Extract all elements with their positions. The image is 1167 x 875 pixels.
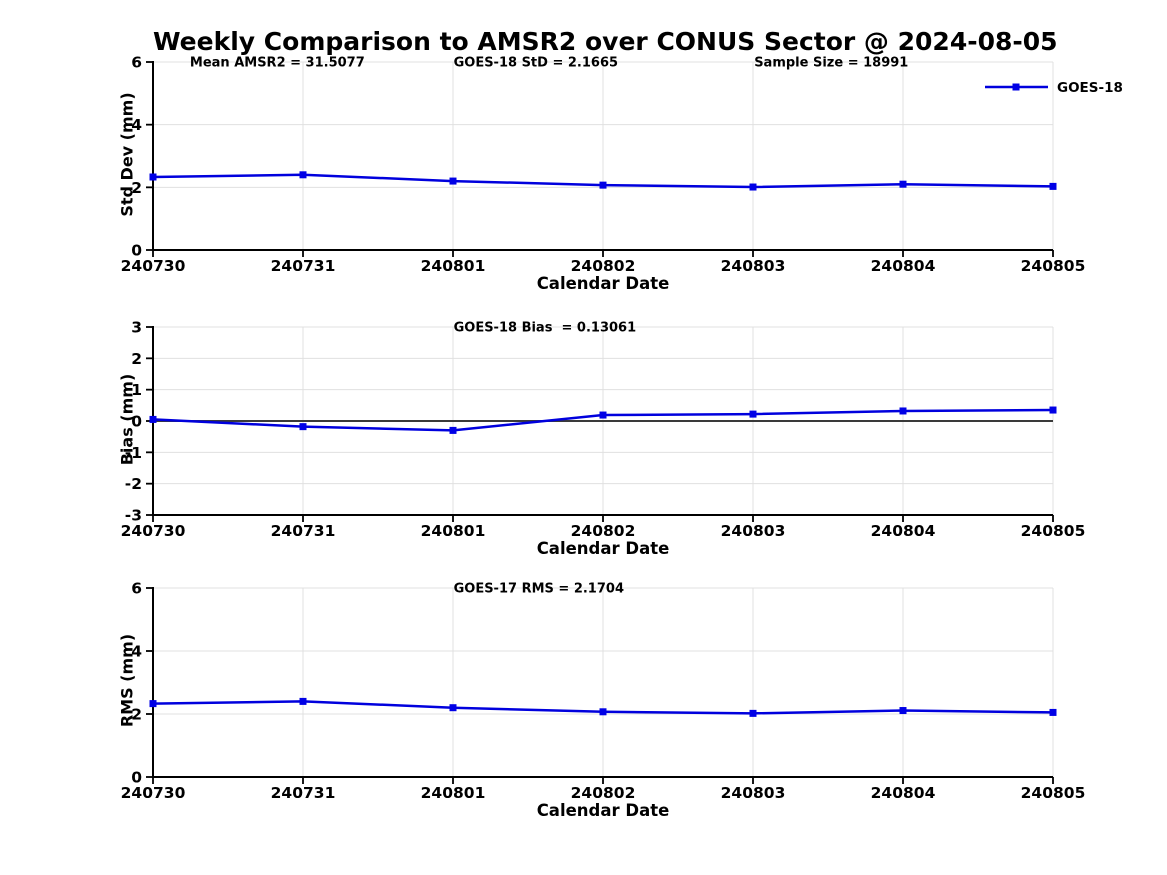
- x-tick-label: 240731: [271, 257, 336, 275]
- y-tick-label: 0: [131, 769, 142, 787]
- x-tick-label: 240804: [871, 784, 936, 802]
- ylabel-stddev: Std Dev (mm): [117, 92, 137, 217]
- y-tick-label: 0: [131, 242, 142, 260]
- y-tick-label: 2: [131, 350, 142, 368]
- y-tick-label: 2: [131, 706, 142, 724]
- data-marker: [449, 426, 457, 434]
- x-tick-label: 240801: [421, 784, 486, 802]
- y-tick-label: 4: [131, 116, 142, 134]
- x-tick-label: 240730: [121, 784, 186, 802]
- x-tick-label: 240802: [571, 257, 636, 275]
- data-marker: [299, 423, 307, 431]
- x-tick-label: 240805: [1021, 784, 1086, 802]
- data-marker: [749, 410, 757, 418]
- annotation: Sample Size = 18991: [754, 56, 908, 71]
- x-tick-label: 240802: [571, 784, 636, 802]
- legend-label: GOES-18: [1057, 80, 1123, 96]
- figure-title: Weekly Comparison to AMSR2 over CONUS Se…: [153, 27, 1058, 56]
- data-marker: [599, 411, 607, 419]
- ylabel-bias: Bias (mm): [117, 373, 137, 466]
- data-marker: [599, 181, 607, 189]
- x-tick-label: 240804: [871, 257, 936, 275]
- data-marker: [1049, 708, 1057, 716]
- x-tick-label: 240801: [421, 257, 486, 275]
- xlabel-rms: Calendar Date: [536, 801, 670, 820]
- data-marker: [1049, 406, 1057, 414]
- y-tick-label: -3: [125, 507, 142, 525]
- annotation: GOES-17 RMS = 2.1704: [454, 582, 624, 597]
- xlabel-stddev: Calendar Date: [536, 274, 670, 293]
- y-tick-label: 2: [131, 179, 142, 197]
- y-tick-label: 4: [131, 643, 142, 661]
- x-tick-label: 240805: [1021, 522, 1086, 540]
- x-tick-label: 240802: [571, 522, 636, 540]
- annotation: Mean AMSR2 = 31.5077: [190, 56, 365, 71]
- legend-marker: [1012, 83, 1020, 91]
- y-tick-label: 0: [131, 413, 142, 431]
- annotation: GOES-18 StD = 2.1665: [454, 56, 618, 71]
- x-tick-label: 240803: [721, 257, 786, 275]
- x-tick-label: 240731: [271, 522, 336, 540]
- y-tick-label: 6: [131, 580, 142, 598]
- y-tick-label: -1: [125, 444, 142, 462]
- data-marker: [149, 700, 157, 708]
- xlabel-bias: Calendar Date: [536, 539, 670, 558]
- x-tick-label: 240801: [421, 522, 486, 540]
- data-marker: [449, 704, 457, 712]
- data-marker: [299, 697, 307, 705]
- data-marker: [149, 415, 157, 423]
- data-marker: [1049, 182, 1057, 190]
- x-tick-label: 240804: [871, 522, 936, 540]
- ylabel-rms: RMS (mm): [117, 633, 137, 728]
- annotation: GOES-18 Bias = 0.13061: [454, 321, 637, 336]
- y-tick-label: 1: [131, 381, 142, 399]
- x-tick-label: 240803: [721, 522, 786, 540]
- data-marker: [899, 407, 907, 415]
- data-marker: [899, 707, 907, 715]
- x-tick-label: 240730: [121, 522, 186, 540]
- y-tick-label: -2: [125, 475, 142, 493]
- data-marker: [299, 171, 307, 179]
- x-tick-label: 240805: [1021, 257, 1086, 275]
- data-marker: [899, 180, 907, 188]
- data-marker: [749, 709, 757, 717]
- x-tick-label: 240731: [271, 784, 336, 802]
- y-tick-label: 3: [131, 319, 142, 337]
- data-marker: [599, 708, 607, 716]
- x-tick-label: 240803: [721, 784, 786, 802]
- y-tick-label: 6: [131, 54, 142, 72]
- x-tick-label: 240730: [121, 257, 186, 275]
- data-marker: [149, 173, 157, 181]
- data-marker: [749, 183, 757, 191]
- data-marker: [449, 177, 457, 185]
